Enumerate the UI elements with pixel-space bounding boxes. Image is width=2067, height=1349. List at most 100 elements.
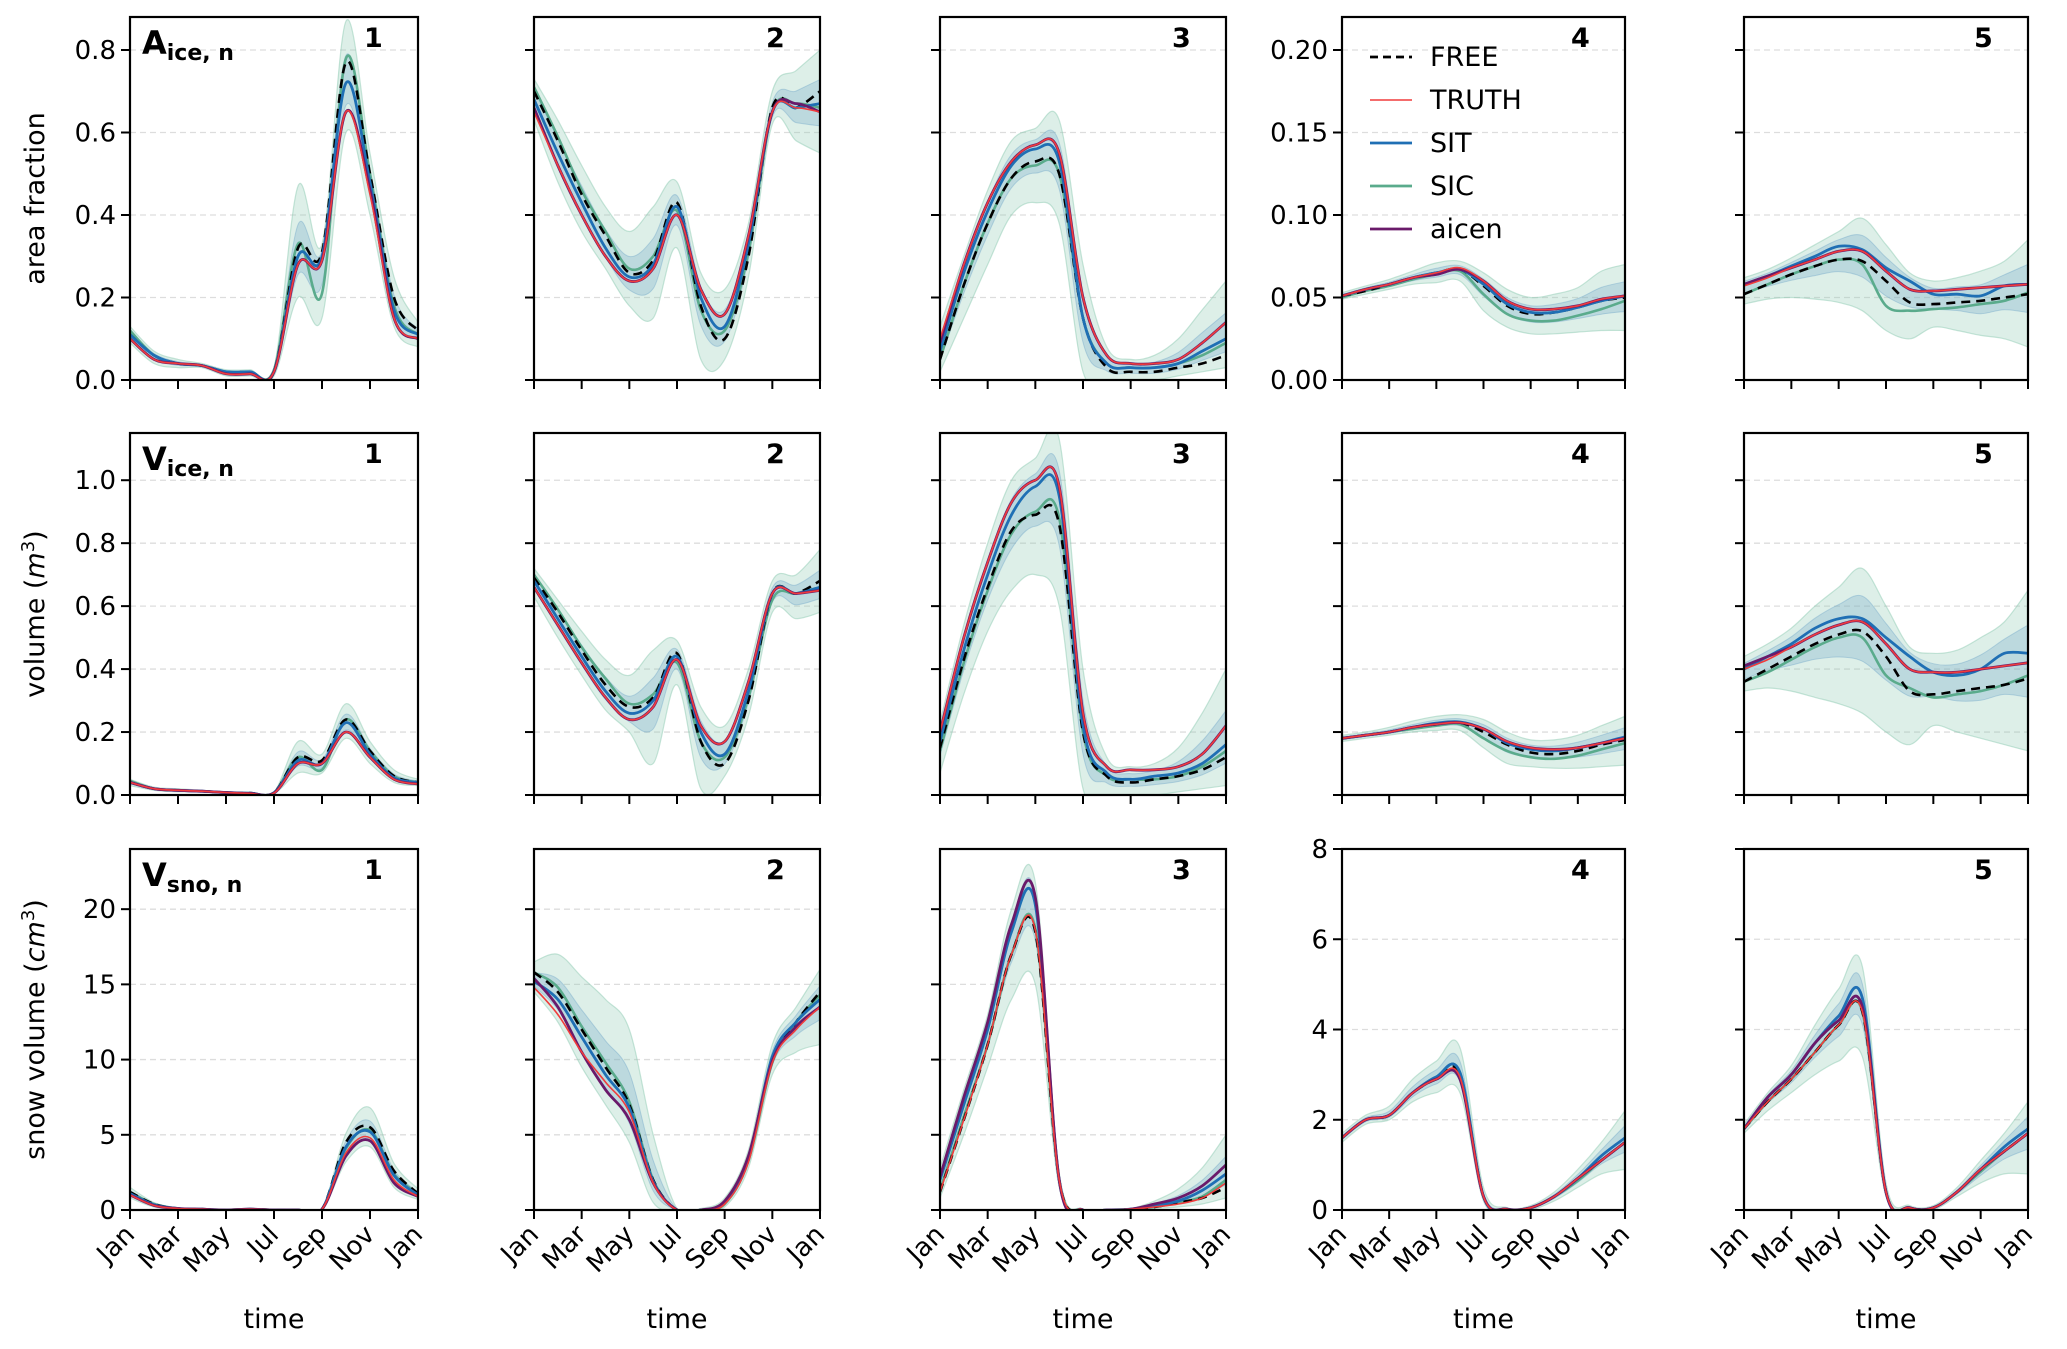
y-tick-label: 10	[83, 1046, 116, 1076]
y-axis-label-unit: cm	[20, 921, 51, 962]
panel-number: 2	[766, 855, 785, 886]
series-line-aicen	[130, 730, 418, 795]
series-line-sic	[130, 718, 418, 795]
legend-label: TRUTH	[1429, 85, 1522, 116]
panel-r2-c4: 4	[1333, 431, 1627, 804]
spread-band-sic	[1342, 1039, 1625, 1210]
x-tick-label: Jan	[1988, 1220, 2039, 1271]
x-tick-label: Sep	[680, 1220, 736, 1276]
x-tick-label: Jan	[900, 1220, 951, 1271]
x-tick-label: Jan	[494, 1220, 545, 1271]
x-tick-label: Jan	[378, 1220, 429, 1271]
panel-number: 3	[1172, 439, 1191, 470]
series-line-truth	[1744, 248, 2028, 293]
y-axis-label-text: volume (	[20, 579, 51, 698]
y-tick-label: 0	[99, 1196, 116, 1226]
series-line-truth	[534, 100, 820, 318]
y-tick-label: 5	[99, 1121, 116, 1151]
y-tick-label: 0.00	[1270, 366, 1328, 396]
series-line-sic	[1342, 268, 1625, 323]
x-tick-label: Jan	[1186, 1220, 1237, 1271]
series-line-truth	[1744, 619, 2028, 674]
variable-subscript: ice, n	[167, 457, 234, 482]
variable-subscript: sno, n	[167, 873, 243, 898]
panel-r1-c5: 5	[1735, 15, 2030, 389]
legend-item-truth: TRUTH	[1370, 85, 1522, 116]
variable-main: V	[142, 440, 167, 478]
y-axis-label-unit: m	[20, 552, 51, 578]
series-line-sit	[940, 142, 1226, 370]
x-tick-label: Jan	[1585, 1220, 1636, 1271]
x-axis-label: time	[243, 1304, 304, 1335]
x-axis-label: time	[1855, 1304, 1916, 1335]
x-tick-label: Jul	[1450, 1220, 1495, 1265]
panel-number: 3	[1172, 23, 1191, 54]
spread-band-sic	[130, 703, 418, 795]
x-tick-label: May	[987, 1220, 1046, 1279]
y-tick-label: 0.8	[75, 36, 116, 66]
spread-band-sit	[534, 972, 820, 1210]
panel-number: 1	[364, 23, 383, 54]
series-line-truth	[130, 1135, 418, 1210]
y-tick-label: 20	[83, 895, 116, 925]
variable-label: Vsno, n	[142, 856, 242, 898]
panel-number: 1	[364, 439, 383, 470]
spread-band-sic	[1744, 954, 2028, 1210]
spread-band-sic	[534, 953, 820, 1210]
series-line-sic	[534, 573, 820, 762]
y-axis-label-exponent: 3	[18, 541, 39, 552]
series-line-sit	[940, 886, 1226, 1210]
y-tick-label: 0.20	[1270, 36, 1328, 66]
variable-subscript: ice, n	[167, 41, 234, 66]
x-tick-label: Jul	[1852, 1220, 1897, 1265]
legend-label: aicen	[1430, 214, 1503, 245]
x-tick-label: May	[1790, 1220, 1849, 1279]
y-tick-label: 6	[1311, 925, 1328, 955]
plot-area	[534, 49, 820, 373]
x-tick-label: Jul	[1049, 1220, 1094, 1265]
y-tick-label: 0	[1311, 1196, 1328, 1226]
panel-r2-c5: 5	[1735, 431, 2030, 804]
plot-area	[1342, 259, 1625, 335]
x-tick-label: Mar	[1746, 1220, 1802, 1276]
plot-area	[130, 1106, 418, 1210]
y-tick-label: 8	[1311, 835, 1328, 865]
series-line-aicen	[130, 108, 418, 380]
y-tick-label: 0.8	[75, 529, 116, 559]
y-axis-label-close: )	[20, 530, 51, 541]
x-tick-label: Jul	[240, 1220, 285, 1265]
spread-band-sic	[534, 548, 820, 795]
x-tick-label: Nov	[726, 1220, 783, 1277]
series-line-truth	[1342, 266, 1625, 311]
variable-main: V	[142, 856, 167, 894]
legend-item-sic: SIC	[1370, 171, 1474, 202]
spread-band-sic	[1744, 567, 2028, 752]
series-line-free	[1744, 628, 2028, 697]
y-tick-label: 0.2	[75, 284, 116, 314]
panel-number: 5	[1974, 23, 1993, 54]
x-tick-label: Mar	[1344, 1220, 1400, 1276]
series-line-truth	[1744, 1000, 2028, 1210]
x-tick-label: May	[178, 1220, 237, 1279]
panel-r2-c1: 0.0 0.2 0.4 0.6 0.8 1.0 1 Vice, n volume (m3)	[18, 431, 420, 811]
legend-item-free: FREE	[1370, 42, 1498, 73]
y-axis-label-close: )	[20, 899, 51, 910]
legend-label: SIC	[1430, 171, 1474, 202]
panel-r1-c4: 0.00 0.05 0.10 0.15 0.20 4 FREE TRUTH SIT SIC aice…	[1270, 15, 1627, 396]
y-tick-label: 0.4	[75, 655, 116, 685]
series-line-free	[1744, 257, 2028, 307]
x-tick-label: Jan	[1302, 1220, 1353, 1271]
y-tick-label: 0.0	[75, 366, 116, 396]
axes-frame	[128, 431, 420, 797]
panel-r2-c2: 2	[525, 431, 822, 804]
x-tick-label: Jan	[780, 1220, 831, 1271]
plot-area	[1744, 217, 2028, 348]
x-axis-label: time	[646, 1304, 707, 1335]
series-line-truth	[940, 466, 1226, 773]
y-tick-label: 0.4	[75, 201, 116, 231]
spread-band-sic	[940, 433, 1226, 795]
